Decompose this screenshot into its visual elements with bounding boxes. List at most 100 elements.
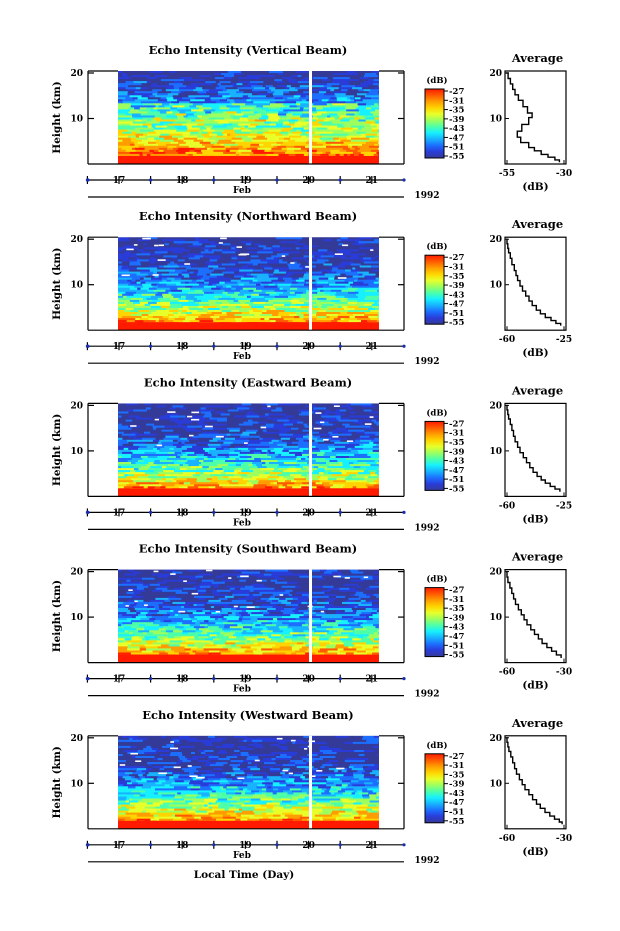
colorbar-tick-label: -47 — [449, 466, 464, 476]
y-tick-label: 20 — [70, 734, 83, 744]
data-gap — [309, 403, 312, 497]
colorbar-tick-label: -31 — [449, 262, 464, 272]
x-tick-label: 19 — [239, 508, 252, 518]
x-tick-label: 18 — [176, 508, 189, 518]
colorbar-unit: (dB) — [426, 75, 447, 86]
x-tick-label: 21 — [366, 508, 379, 518]
heatmap-title: Echo Intensity (Vertical Beam) — [149, 43, 348, 57]
colorbar-tick-label: -47 — [449, 798, 464, 808]
average-profile-line — [506, 238, 562, 326]
avg-x-tick-label: -55 — [499, 169, 515, 179]
time-marker — [149, 677, 153, 681]
month-label: Feb — [233, 685, 251, 695]
y-axis-label: Height (km) — [51, 580, 63, 652]
time-marker — [212, 510, 216, 514]
colorbar-tick-label: -47 — [449, 300, 464, 310]
avg-y-tick-label: 10 — [489, 447, 502, 457]
avg-x-label: (dB) — [522, 513, 548, 525]
colorbar — [424, 420, 445, 491]
colorbar-tick-label: -39 — [449, 780, 464, 790]
avg-x-tick-label: -30 — [556, 668, 572, 678]
colorbar-tick-label: -31 — [449, 761, 464, 771]
x-tick-label: 18 — [176, 675, 189, 685]
colorbar-tick-label: -51 — [449, 808, 464, 818]
panel-4: Echo Intensity (Southward Beam) 20 10 Heigh… — [51, 542, 572, 700]
colorbar-tick-label: -35 — [449, 106, 464, 116]
year-label: 1992 — [414, 690, 439, 700]
avg-x-tick-label: -60 — [499, 668, 515, 678]
average-title: Average — [511, 383, 563, 397]
time-marker — [338, 677, 342, 681]
heatmap-image — [118, 735, 379, 829]
y-tick-label: 10 — [70, 115, 83, 125]
average-frame — [504, 402, 567, 497]
colorbar-tick-label: -43 — [449, 124, 464, 134]
average-title: Average — [511, 51, 563, 65]
y-tick-label: 20 — [70, 235, 83, 245]
colorbar — [424, 587, 445, 658]
x-tick-label: 20 — [302, 841, 315, 851]
colorbar-tick-label: -31 — [449, 96, 464, 106]
time-marker — [275, 178, 279, 182]
x-tick-label: 21 — [366, 342, 379, 352]
colorbar-unit: (dB) — [426, 407, 447, 418]
colorbar-tick-label: -51 — [449, 309, 464, 319]
avg-y-tick-label: 20 — [489, 734, 502, 744]
avg-y-tick-label: 10 — [489, 115, 502, 125]
avg-y-tick-label: 10 — [489, 779, 502, 789]
data-gap — [309, 735, 312, 829]
colorbar-unit: (dB) — [426, 241, 447, 252]
colorbar-tick-label: -43 — [449, 789, 464, 799]
avg-x-tick-label: -60 — [499, 834, 515, 844]
colorbar-unit: (dB) — [426, 574, 447, 585]
heatmap-image — [118, 403, 379, 497]
panel-3: Echo Intensity (Eastward Beam) 20 10 Height… — [51, 375, 572, 533]
colorbar-tick-label: -55 — [449, 152, 464, 162]
colorbar-tick-label: -55 — [449, 651, 464, 661]
heatmap-title: Echo Intensity (Eastward Beam) — [144, 375, 352, 389]
x-tick-label: 17 — [113, 508, 126, 518]
colorbar — [424, 254, 445, 325]
avg-y-tick-label: 20 — [489, 568, 502, 578]
time-marker — [149, 843, 153, 847]
time-marker — [275, 344, 279, 348]
colorbar-tick-label: -39 — [449, 281, 464, 291]
heatmap-title: Echo Intensity (Northward Beam) — [139, 209, 357, 223]
average-frame — [504, 568, 567, 664]
data-gap — [309, 569, 312, 663]
month-label: Feb — [233, 352, 251, 362]
x-tick-label: 20 — [302, 508, 315, 518]
average-frame — [504, 236, 567, 331]
year-label: 1992 — [414, 357, 439, 367]
y-tick-label: 10 — [70, 281, 83, 291]
x-tick-label: 19 — [239, 176, 252, 186]
y-tick-label: 10 — [70, 447, 83, 457]
time-marker — [149, 510, 153, 514]
colorbar-tick-label: -31 — [449, 595, 464, 605]
heatmap-title: Echo Intensity (Westward Beam) — [142, 708, 353, 722]
month-label: Feb — [233, 518, 251, 528]
panel-2: Echo Intensity (Northward Beam) 20 10 Heigh… — [51, 209, 572, 367]
year-label: 1992 — [414, 523, 439, 533]
avg-y-tick-label: 20 — [489, 401, 502, 411]
colorbar-tick-label: -47 — [449, 133, 464, 143]
colorbar-tick-label: -47 — [449, 632, 464, 642]
year-label: 1992 — [414, 191, 439, 201]
x-tick-label: 17 — [113, 675, 126, 685]
x-tick-label: 20 — [302, 342, 315, 352]
x-tick-label: 21 — [366, 841, 379, 851]
colorbar-tick-label: -27 — [449, 419, 464, 429]
x-tick-label: 19 — [239, 841, 252, 851]
colorbar-tick-label: -51 — [449, 641, 464, 651]
time-marker — [149, 178, 153, 182]
time-marker — [149, 344, 153, 348]
colorbar-tick-label: -35 — [449, 770, 464, 780]
avg-y-tick-label: 10 — [489, 281, 502, 291]
average-title: Average — [511, 550, 563, 564]
colorbar-tick-label: -51 — [449, 143, 464, 153]
colorbar — [424, 88, 445, 159]
y-axis-label: Height (km) — [51, 746, 63, 818]
panel-1: Echo Intensity (Vertical Beam) 20 10 Height… — [51, 43, 572, 201]
y-tick-label: 10 — [70, 613, 83, 623]
avg-x-label: (dB) — [522, 680, 548, 692]
